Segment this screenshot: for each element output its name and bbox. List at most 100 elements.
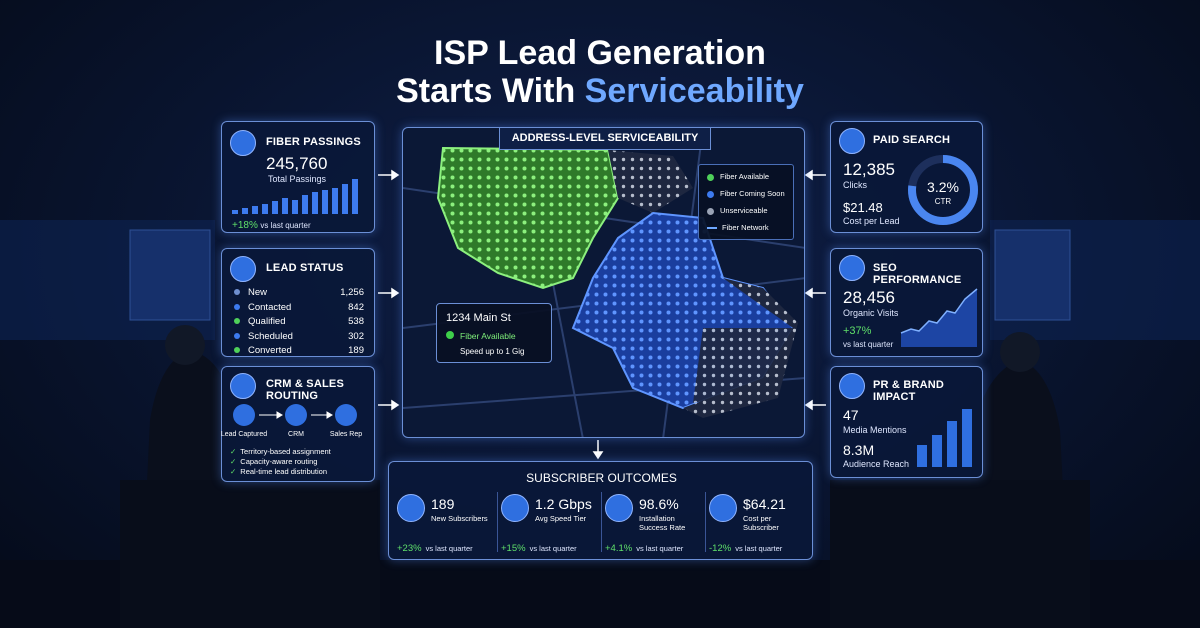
status-label: Qualified — [248, 316, 286, 327]
popup-status-text: Fiber Available — [460, 331, 516, 341]
pr-bars — [917, 409, 972, 467]
icon — [839, 373, 865, 399]
status-label: Converted — [248, 345, 292, 356]
seo-area — [900, 288, 978, 347]
status-value: 538 — [348, 316, 364, 327]
title-line2: Starts With Serviceability — [0, 72, 1200, 111]
step-label: Sales Rep — [329, 431, 363, 438]
map-legend: Fiber Available Fiber Coming Soon Unservic… — [698, 164, 794, 240]
outcome-label: New Subscribers — [431, 514, 488, 523]
metric-label: Total Passings — [268, 174, 327, 184]
outcome-item: $64.21 Cost per Subscriber -12% vs last qua… — [705, 492, 809, 556]
outcome-change: +4.1% vs last quarter — [605, 538, 683, 556]
status-value: 842 — [348, 301, 364, 313]
status-dot — [234, 318, 240, 324]
legend-label: Fiber Available — [720, 172, 770, 181]
status-value: 302 — [348, 330, 364, 342]
panel-title: PR & BRAND IMPACT — [873, 379, 945, 403]
change-value: +15% — [501, 543, 526, 554]
check-text: Territory-based assignment — [240, 447, 331, 456]
check-item: ✓ Real-time lead distribution — [230, 467, 327, 476]
routing-flow — [233, 404, 357, 426]
crm-routing-panel: CRM & SALES ROUTING Lead Captured CRM Sale… — [221, 366, 375, 482]
outcome-value: 98.6% — [639, 496, 679, 512]
change-label: vs last quarter — [260, 221, 311, 230]
outcome-icon — [397, 494, 425, 522]
panel-title: LEAD STATUS — [266, 262, 344, 274]
check-mark: ✓ — [230, 467, 237, 476]
change: +18% — [232, 220, 258, 231]
status-label: Contacted — [248, 301, 292, 313]
change-value: +4.1% — [605, 543, 633, 554]
reach-value: 8.3M — [843, 442, 875, 458]
divider — [601, 492, 602, 552]
check-text: Real-time lead distribution — [240, 467, 328, 476]
panel-title: CRM & SALES ROUTING — [266, 378, 344, 402]
popup-address: 1234 Main St — [446, 312, 511, 324]
change-label: vs last quarter — [843, 340, 894, 349]
outcome-item: 1.2 Gbps Avg Speed Tier +15% vs last quarte… — [497, 492, 601, 556]
outcome-label: Cost per Subscriber — [743, 514, 779, 532]
outcome-icon — [709, 494, 737, 522]
outcomes-title: SUBSCRIBER OUTCOMES — [526, 471, 677, 485]
pr-panel: PR & BRAND IMPACT 47 Media Mentions 8.3M… — [830, 366, 983, 478]
status-row: Converted 189 — [234, 345, 364, 356]
step-label: Lead Captured — [220, 431, 268, 438]
title-line1: ISP Lead Generation — [434, 34, 766, 72]
reach-label: Audience Reach — [843, 459, 910, 469]
check-mark: ✓ — [230, 447, 237, 456]
legend-swatch — [707, 227, 717, 230]
outcome-value: 1.2 Gbps — [535, 496, 592, 512]
mentions-value: 47 — [843, 407, 859, 423]
status-dot — [234, 289, 240, 295]
outcome-value: $64.21 — [743, 496, 786, 512]
popup-speed: Speed up to 1 Gig — [460, 347, 525, 356]
status-row: Qualified 538 — [234, 316, 364, 327]
status-label: Scheduled — [248, 330, 293, 342]
address-popup: 1234 Main St Fiber Available Speed up to… — [436, 303, 552, 363]
status-label: New — [248, 287, 268, 298]
check-text: Capacity-aware routing — [240, 457, 318, 466]
ctr-ring — [908, 155, 978, 225]
legend-label: Unserviceable — [720, 206, 768, 215]
title-prefix: Starts With — [396, 72, 576, 110]
legend-swatch — [707, 173, 714, 181]
status-dot — [234, 332, 240, 339]
legend-item: Fiber Available — [707, 172, 769, 181]
outcomes-panel: SUBSCRIBER OUTCOMES 189 New Subscribers +2… — [388, 461, 813, 560]
outcome-change: +15% vs last quarter — [501, 538, 577, 556]
outcome-icon — [501, 494, 529, 522]
legend-swatch — [707, 207, 714, 215]
ctr-value: 3.2% — [927, 179, 959, 195]
fiber-passings-panel: FIBER PASSINGS 245,760 Total Passings +1… — [221, 121, 375, 233]
outcome-label: Avg Speed Tier — [535, 514, 587, 523]
paid-search-panel: PAID SEARCH 12,385 Clicks $21.48 Cost pe… — [830, 121, 983, 233]
mini-bars — [232, 179, 358, 214]
status-value: 1,256 — [340, 287, 364, 298]
divider — [497, 492, 498, 552]
clicks-label: Clicks — [843, 180, 867, 190]
clicks-value: 12,385 — [843, 160, 895, 179]
status-dot — [234, 303, 240, 310]
outcome-value: 189 — [431, 496, 455, 512]
cpl-value: $21.48 — [843, 200, 883, 215]
map — [403, 128, 804, 437]
metric-label: Organic Visits — [843, 308, 899, 318]
outcome-icon — [605, 494, 633, 522]
outcome-label: Installation Success Rate — [639, 514, 686, 532]
change-value: +23% — [397, 543, 422, 554]
outcome-change: -12% vs last quarter — [709, 538, 782, 556]
status-row: New 1,256 — [234, 287, 364, 298]
outcome-item: 98.6% Installation Success Rate +4.1% vs la… — [601, 492, 705, 556]
seo-panel: SEO PERFORMANCE 28,456 Organic Visits +3… — [830, 248, 983, 357]
change-value: -12% — [709, 543, 732, 554]
check-item: ✓ Capacity-aware routing — [230, 457, 317, 466]
metric-value: 28,456 — [843, 288, 895, 307]
mentions-label: Media Mentions — [843, 425, 907, 435]
map-panel: ADDRESS-LEVEL SERVICEABILITY Fiber Avail… — [402, 127, 805, 438]
icon — [839, 128, 865, 154]
metric-value: 245,760 — [266, 154, 328, 173]
panel-title: PAID SEARCH — [873, 134, 951, 146]
status-value: 189 — [348, 345, 364, 356]
